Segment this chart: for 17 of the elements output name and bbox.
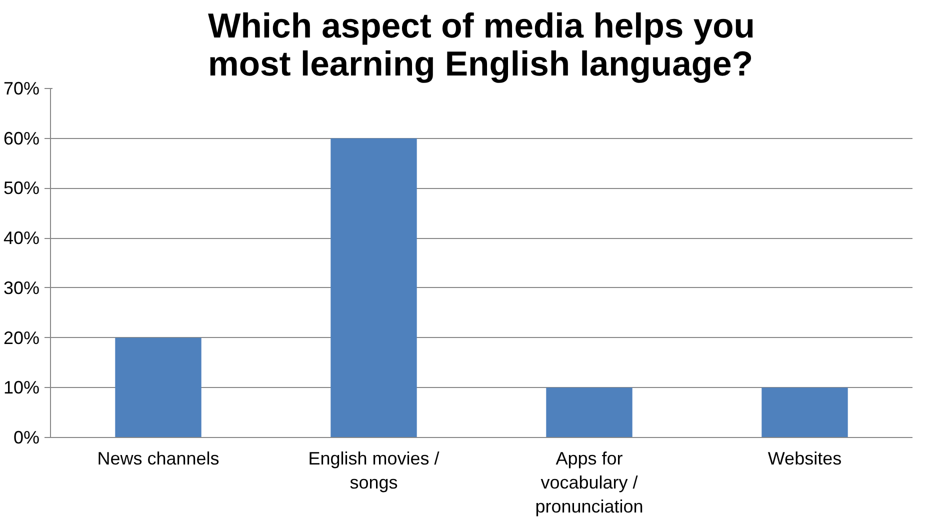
- bar: [762, 388, 848, 438]
- bar: [546, 388, 632, 438]
- y-tick-label: 50%: [3, 178, 40, 198]
- x-tick-label: English movies / songs: [308, 448, 440, 492]
- x-tick-label: News channels: [97, 448, 220, 468]
- x-tick-label: Websites: [768, 448, 842, 468]
- y-tick-label: 30%: [3, 278, 40, 298]
- y-tick-label: 40%: [3, 228, 40, 248]
- y-tick-label: 0%: [13, 428, 40, 448]
- y-tick-label: 70%: [3, 78, 40, 98]
- x-tick-label: Apps for vocabulary / pronunciation: [535, 448, 644, 516]
- bar: [115, 338, 202, 438]
- chart-title: Which aspect of media helps you most learning English language?: [208, 8, 755, 84]
- y-tick-label: 10%: [3, 378, 40, 398]
- y-tick-label: 20%: [3, 328, 40, 348]
- bar: [330, 138, 417, 438]
- y-tick-label: 60%: [3, 128, 40, 148]
